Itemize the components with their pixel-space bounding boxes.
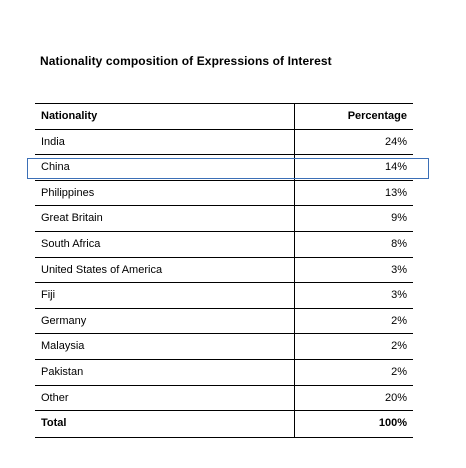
- cell-nationality: Fiji: [41, 289, 56, 302]
- table-row[interactable]: Other 20%: [35, 386, 413, 412]
- table-row[interactable]: Pakistan 2%: [35, 360, 413, 386]
- cell-percentage: 20%: [384, 391, 407, 404]
- cell-nationality: Malaysia: [41, 340, 85, 353]
- table-row[interactable]: India 24%: [35, 130, 413, 156]
- cell-percentage: 9%: [391, 212, 407, 225]
- cell-nationality: India: [41, 135, 65, 148]
- cell-percentage: 8%: [391, 237, 407, 250]
- table-row[interactable]: Great Britain 9%: [35, 206, 413, 232]
- table-row[interactable]: United States of America 3%: [35, 258, 413, 284]
- table-row[interactable]: South Africa 8%: [35, 232, 413, 258]
- table-total-row: Total 100%: [35, 411, 413, 437]
- cell-nationality: Great Britain: [41, 212, 103, 225]
- cell-percentage: 24%: [384, 135, 407, 148]
- cell-percentage: 2%: [391, 314, 407, 327]
- cell-nationality: South Africa: [41, 237, 101, 250]
- cell-nationality: Germany: [41, 314, 87, 327]
- table-row[interactable]: Fiji 3%: [35, 283, 413, 309]
- table-row[interactable]: Malaysia 2%: [35, 334, 413, 360]
- header-nationality: Nationality: [41, 110, 98, 122]
- table-row[interactable]: Germany 2%: [35, 309, 413, 335]
- total-label: Total: [41, 417, 67, 430]
- table-row[interactable]: Philippines 13%: [35, 181, 413, 207]
- cell-nationality: Philippines: [41, 186, 95, 199]
- cell-percentage: 2%: [391, 365, 407, 378]
- header-percentage: Percentage: [347, 110, 407, 122]
- table-row-selected[interactable]: China 14%: [35, 155, 413, 181]
- cell-percentage: 14%: [384, 161, 407, 174]
- cell-percentage: 2%: [391, 340, 407, 353]
- cell-nationality: Pakistan: [41, 365, 84, 378]
- page-title: Nationality composition of Expressions o…: [40, 54, 332, 68]
- cell-percentage: 13%: [384, 186, 407, 199]
- nationality-table: Nationality Percentage India 24% China 1…: [35, 103, 413, 438]
- total-percentage: 100%: [378, 417, 407, 430]
- cell-nationality: United States of America: [41, 263, 163, 276]
- column-divider: [294, 104, 295, 437]
- table-header-row: Nationality Percentage: [35, 104, 413, 130]
- cell-nationality: China: [41, 161, 70, 174]
- cell-percentage: 3%: [391, 289, 407, 302]
- cell-percentage: 3%: [391, 263, 407, 276]
- cell-nationality: Other: [41, 391, 69, 404]
